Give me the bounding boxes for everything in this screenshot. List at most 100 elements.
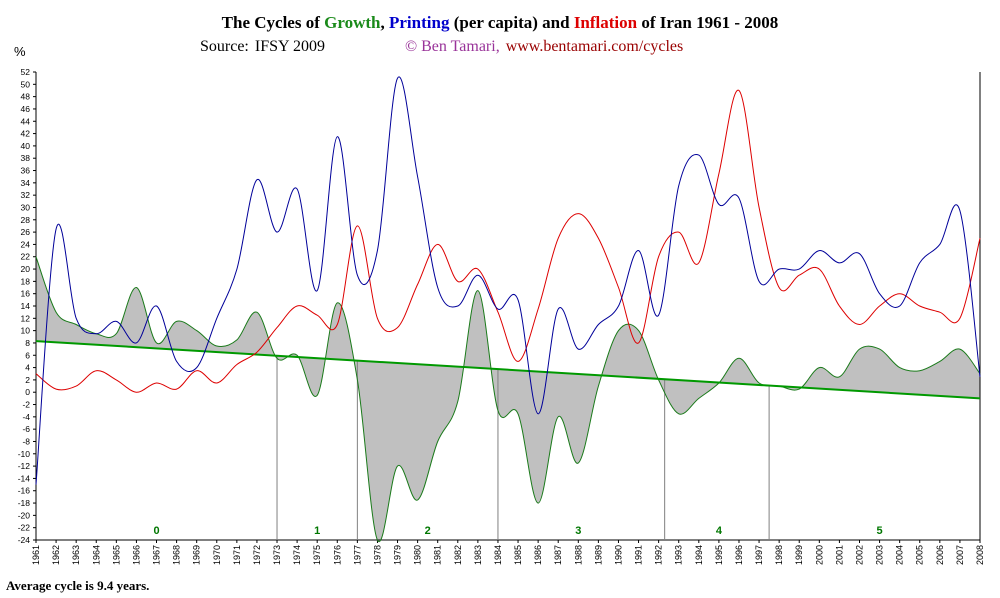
y-tick-label: 40 bbox=[21, 141, 31, 151]
x-tick-label: 1984 bbox=[493, 545, 503, 565]
x-tick-label: 1999 bbox=[794, 545, 804, 565]
x-tick-label: 1998 bbox=[774, 545, 784, 565]
x-tick-label: 1988 bbox=[573, 545, 583, 565]
chart-title: The Cycles of Growth, Printing (per capi… bbox=[0, 13, 1000, 33]
x-tick-label: 1979 bbox=[393, 545, 403, 565]
y-tick-label: 34 bbox=[21, 178, 31, 188]
x-tick-label: 2007 bbox=[955, 545, 965, 565]
y-tick-label: 48 bbox=[21, 92, 31, 102]
x-tick-label: 1987 bbox=[553, 545, 563, 565]
y-tick-label: 36 bbox=[21, 166, 31, 176]
x-tick-label: 1981 bbox=[433, 545, 443, 565]
x-tick-label: 2004 bbox=[895, 545, 905, 565]
title-comma: , bbox=[380, 13, 389, 32]
x-tick-label: 1985 bbox=[513, 545, 523, 565]
y-tick-label: 14 bbox=[21, 301, 31, 311]
y-tick-label: -12 bbox=[18, 461, 31, 471]
x-tick-label: 1983 bbox=[473, 545, 483, 565]
plot-area: -24-22-20-18-16-14-12-10-8-6-4-202468101… bbox=[18, 67, 985, 565]
series-inflation-line bbox=[35, 89, 981, 393]
y-tick-label: -14 bbox=[18, 473, 31, 483]
x-tick-label: 1994 bbox=[694, 545, 704, 565]
x-tick-label: 1990 bbox=[614, 545, 624, 565]
x-tick-label: 1964 bbox=[91, 545, 101, 565]
y-axis-unit: % bbox=[14, 44, 26, 59]
x-tick-label: 1970 bbox=[212, 545, 222, 565]
y-tick-label: 18 bbox=[21, 276, 31, 286]
cycle-label: 5 bbox=[877, 525, 883, 537]
trendline bbox=[35, 340, 981, 400]
y-tick-label: 4 bbox=[25, 363, 30, 373]
x-tick-label: 1993 bbox=[674, 545, 684, 565]
y-tick-label: 6 bbox=[25, 350, 30, 360]
title-growth: Growth bbox=[324, 13, 381, 32]
y-tick-label: 0 bbox=[25, 387, 30, 397]
y-tick-label: 20 bbox=[21, 264, 31, 274]
title-middle: (per capita) and bbox=[449, 13, 574, 32]
y-tick-label: -2 bbox=[22, 400, 30, 410]
x-tick-label: 1969 bbox=[192, 545, 202, 565]
y-tick-label: -4 bbox=[22, 412, 30, 422]
title-inflation: Inflation bbox=[573, 13, 638, 32]
x-tick-label: 1974 bbox=[292, 545, 302, 565]
y-tick-label: 2 bbox=[25, 375, 30, 385]
x-tick-label: 1968 bbox=[172, 545, 182, 565]
x-tick-label: 1978 bbox=[372, 545, 382, 565]
y-tick-label: -8 bbox=[22, 436, 30, 446]
y-tick-label: 50 bbox=[21, 79, 31, 89]
x-tick-label: 1982 bbox=[453, 545, 463, 565]
y-tick-label: 22 bbox=[21, 252, 31, 262]
x-tick-label: 1991 bbox=[634, 545, 644, 565]
title-suffix: of Iran 1961 - 2008 bbox=[637, 13, 779, 32]
cycle-label: 2 bbox=[425, 525, 431, 537]
x-tick-label: 1997 bbox=[754, 545, 764, 565]
y-tick-label: 38 bbox=[21, 153, 31, 163]
x-tick-label: 1965 bbox=[111, 545, 121, 565]
y-tick-label: 28 bbox=[21, 215, 31, 225]
x-tick-label: 1996 bbox=[734, 545, 744, 565]
chart-frame: The Cycles of Growth, Printing (per capi… bbox=[0, 13, 1000, 566]
y-tick-label: 42 bbox=[21, 129, 31, 139]
series-printing-line bbox=[35, 76, 981, 485]
x-tick-label: 1995 bbox=[714, 545, 724, 565]
y-tick-label: 12 bbox=[21, 313, 31, 323]
y-tick-label: 16 bbox=[21, 289, 31, 299]
footnote: Average cycle is 9.4 years. bbox=[6, 578, 150, 593]
y-tick-label: -20 bbox=[18, 510, 31, 520]
y-tick-label: -24 bbox=[18, 535, 31, 545]
x-tick-label: 2000 bbox=[814, 545, 824, 565]
y-tick-label: 10 bbox=[21, 326, 31, 336]
cycle-label: 1 bbox=[314, 525, 320, 537]
source-value: IFSY 2009 bbox=[254, 38, 325, 55]
title-prefix: The Cycles of bbox=[221, 13, 325, 32]
y-tick-label: 44 bbox=[21, 116, 31, 126]
x-tick-label: 1977 bbox=[352, 545, 362, 565]
y-tick-label: 8 bbox=[25, 338, 30, 348]
y-tick-label: -10 bbox=[18, 449, 31, 459]
x-tick-label: 1975 bbox=[312, 545, 322, 565]
x-tick-label: 1966 bbox=[131, 545, 141, 565]
y-tick-label: 30 bbox=[21, 202, 31, 212]
website-url[interactable]: www.bentamari.com/cycles bbox=[505, 38, 684, 55]
cycle-label: 4 bbox=[716, 525, 723, 537]
x-tick-label: 1962 bbox=[51, 545, 61, 565]
y-tick-label: -22 bbox=[18, 523, 31, 533]
x-tick-label: 2003 bbox=[875, 545, 885, 565]
y-tick-label: 24 bbox=[21, 239, 31, 249]
x-tick-label: 1989 bbox=[593, 545, 603, 565]
x-tick-label: 1980 bbox=[413, 545, 423, 565]
y-tick-label: 26 bbox=[21, 227, 31, 237]
source-line: Source: IFSY 2009 © Ben Tamari, www.bentama… bbox=[200, 38, 683, 56]
x-tick-label: 2005 bbox=[915, 545, 925, 565]
y-tick-label: -6 bbox=[22, 424, 30, 434]
x-tick-label: 1971 bbox=[232, 545, 242, 565]
x-tick-label: 1973 bbox=[272, 545, 282, 565]
x-tick-label: 1976 bbox=[332, 545, 342, 565]
y-tick-label: 52 bbox=[21, 67, 31, 77]
copyright: © Ben Tamari, bbox=[404, 38, 500, 55]
x-tick-label: 2001 bbox=[834, 545, 844, 565]
growth-area bbox=[36, 256, 980, 542]
x-tick-label: 2008 bbox=[975, 545, 985, 565]
title-printing: Printing bbox=[389, 13, 450, 32]
series-growth-line bbox=[35, 256, 981, 543]
